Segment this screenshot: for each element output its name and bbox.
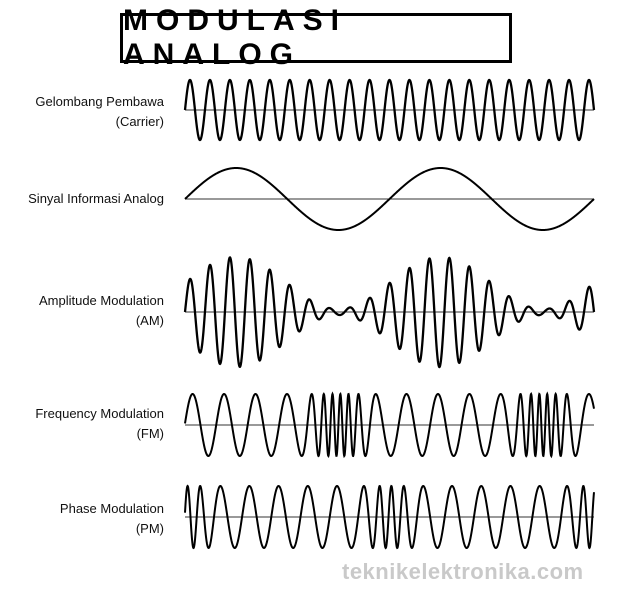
watermark: teknikelektronika.com bbox=[342, 559, 584, 585]
